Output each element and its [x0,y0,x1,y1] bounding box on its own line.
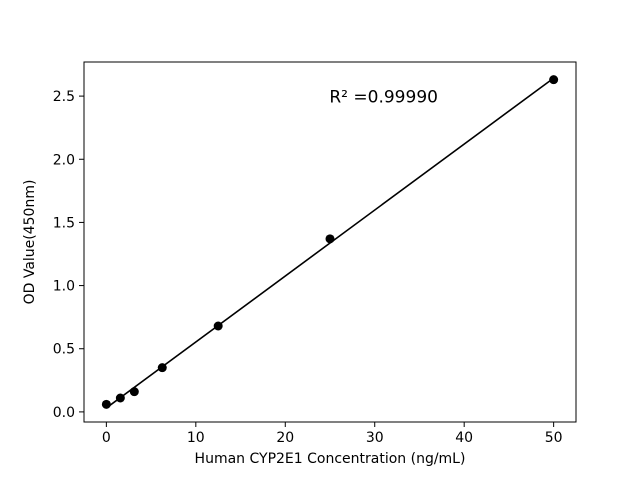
x-tick-label: 20 [276,430,294,446]
data-point [115,393,125,403]
data-point [157,363,167,373]
data-point [129,387,139,397]
y-tick-label: 0.5 [53,342,75,358]
x-tick-label: 50 [545,430,563,446]
x-axis-label: Human CYP2E1 Concentration (ng/mL) [195,451,466,467]
x-tick-label: 10 [187,430,205,446]
x-tick-label: 30 [366,430,384,446]
y-tick-label: 1.0 [53,279,75,295]
y-axis-label: OD Value(450nm) [22,180,38,305]
y-tick-label: 1.5 [53,215,75,231]
data-point [549,75,559,85]
y-tick-label: 2.5 [53,89,75,105]
data-point [101,399,111,409]
data-point [325,234,335,244]
data-point [213,321,223,331]
r-squared-annotation: R² =0.99990 [329,87,438,107]
x-tick-label: 0 [102,430,111,446]
y-tick-label: 0.0 [53,405,75,421]
x-tick-label: 40 [455,430,473,446]
y-tick-label: 2.0 [53,152,75,168]
plot-box [83,61,577,423]
